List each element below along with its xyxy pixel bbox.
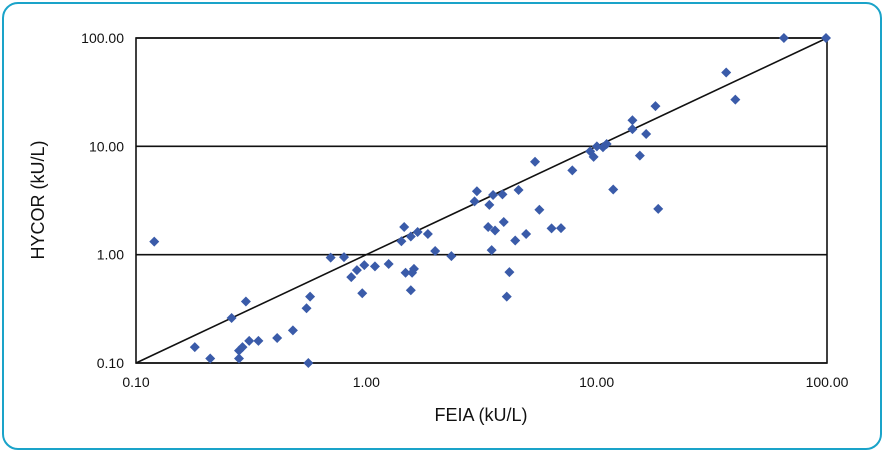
data-point-18 bbox=[351, 265, 362, 276]
x-tick-label-0: 0.10 bbox=[122, 374, 149, 390]
data-point-55 bbox=[591, 141, 602, 152]
data-point-21 bbox=[369, 261, 380, 272]
data-point-49 bbox=[534, 204, 545, 215]
y-tick-label-1: 1.00 bbox=[97, 247, 124, 263]
data-point-63 bbox=[650, 101, 661, 112]
data-point-67 bbox=[778, 33, 789, 43]
data-point-65 bbox=[721, 67, 732, 78]
x-axis-title: FEIA (kU/L) bbox=[434, 405, 527, 425]
data-point-11 bbox=[287, 325, 298, 336]
data-point-12 bbox=[301, 303, 312, 314]
data-point-30 bbox=[412, 226, 423, 237]
data-point-13 bbox=[305, 291, 316, 302]
data-point-47 bbox=[521, 229, 532, 240]
data-point-33 bbox=[446, 251, 457, 262]
data-points bbox=[149, 33, 831, 368]
data-point-31 bbox=[422, 229, 433, 240]
data-point-41 bbox=[497, 189, 508, 200]
data-point-57 bbox=[601, 139, 612, 150]
data-point-60 bbox=[627, 124, 638, 135]
data-point-61 bbox=[634, 150, 645, 161]
x-tick-label-2: 10.00 bbox=[579, 374, 614, 390]
data-point-8 bbox=[244, 335, 255, 346]
data-point-27 bbox=[405, 285, 416, 296]
x-tick-label-3: 100.00 bbox=[806, 374, 849, 390]
x-tick-label-1: 1.00 bbox=[353, 374, 380, 390]
data-point-0 bbox=[149, 236, 160, 247]
data-point-37 bbox=[484, 199, 495, 210]
data-point-10 bbox=[272, 333, 283, 344]
identity-reference-line bbox=[135, 37, 828, 364]
data-point-29 bbox=[408, 263, 419, 274]
data-point-24 bbox=[399, 222, 410, 233]
data-point-19 bbox=[357, 288, 368, 299]
data-point-34 bbox=[469, 196, 480, 207]
data-point-7 bbox=[240, 296, 251, 307]
x-tick-labels: 0.10 1.00 10.00 100.00 bbox=[122, 374, 848, 390]
data-point-68 bbox=[820, 33, 831, 43]
data-point-23 bbox=[396, 236, 407, 247]
data-point-40 bbox=[490, 225, 501, 236]
data-point-52 bbox=[567, 165, 578, 176]
data-point-38 bbox=[486, 245, 497, 256]
y-tick-label-0: 0.10 bbox=[97, 355, 124, 371]
data-point-16 bbox=[339, 252, 350, 263]
chart-frame bbox=[2, 2, 882, 450]
data-point-3 bbox=[226, 313, 237, 324]
data-point-15 bbox=[325, 252, 336, 263]
data-point-62 bbox=[641, 128, 652, 139]
data-point-46 bbox=[513, 185, 524, 196]
data-point-48 bbox=[530, 156, 541, 167]
data-point-2 bbox=[205, 353, 216, 364]
data-point-25 bbox=[400, 267, 411, 278]
data-point-6 bbox=[237, 342, 248, 353]
data-point-9 bbox=[253, 335, 264, 346]
data-point-1 bbox=[189, 342, 200, 353]
data-point-36 bbox=[483, 222, 494, 233]
data-point-66 bbox=[730, 94, 741, 105]
data-point-51 bbox=[555, 223, 566, 234]
data-point-20 bbox=[359, 260, 370, 271]
data-point-44 bbox=[504, 267, 515, 278]
data-point-22 bbox=[383, 259, 394, 270]
data-point-50 bbox=[546, 223, 557, 234]
data-point-39 bbox=[488, 190, 499, 201]
data-point-64 bbox=[653, 203, 664, 214]
data-point-17 bbox=[346, 272, 357, 283]
plot-area-border bbox=[135, 37, 828, 364]
data-point-42 bbox=[498, 217, 509, 228]
data-point-58 bbox=[608, 184, 619, 195]
data-point-26 bbox=[405, 231, 416, 242]
data-point-32 bbox=[430, 246, 441, 257]
y-tick-label-3: 100.00 bbox=[81, 30, 124, 46]
data-point-59 bbox=[627, 115, 638, 126]
y-tick-label-2: 10.00 bbox=[89, 138, 124, 154]
data-point-45 bbox=[510, 235, 521, 246]
data-point-5 bbox=[233, 353, 244, 364]
data-point-35 bbox=[471, 186, 482, 197]
data-point-43 bbox=[501, 291, 512, 302]
data-point-14 bbox=[303, 358, 314, 368]
y-axis-title: HYCOR (kU/L) bbox=[28, 140, 48, 259]
data-point-54 bbox=[588, 151, 599, 162]
y-tick-labels: 0.10 1.00 10.00 100.00 bbox=[81, 30, 124, 371]
